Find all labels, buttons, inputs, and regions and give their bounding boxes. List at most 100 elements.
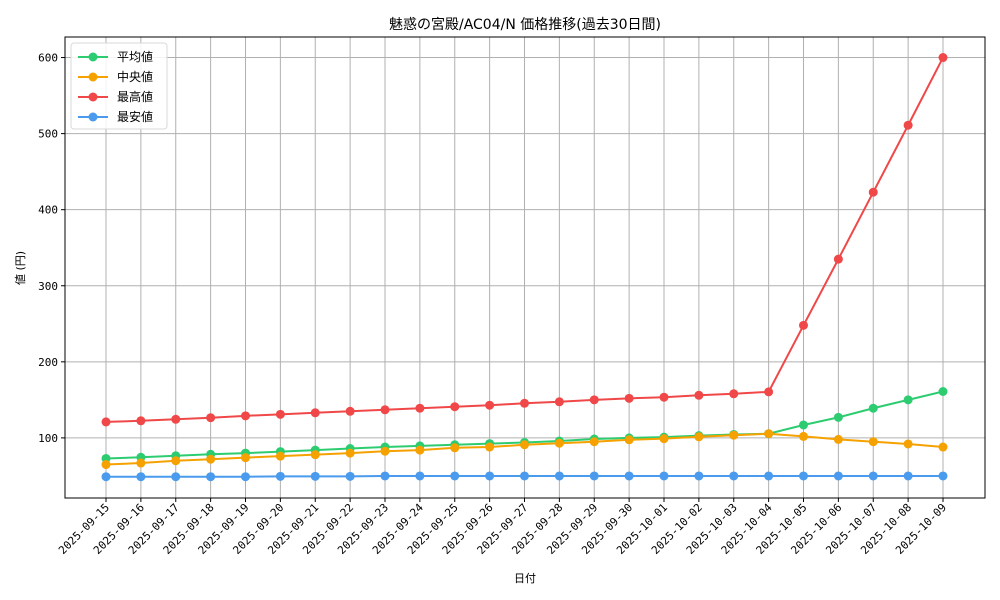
data-point-marker <box>903 471 913 481</box>
data-point-marker <box>101 417 111 427</box>
data-point-marker <box>659 471 669 481</box>
data-point-marker <box>589 437 599 447</box>
data-point-marker <box>450 402 460 412</box>
legend-label: 最高値 <box>117 89 153 104</box>
data-point-marker <box>554 438 564 448</box>
data-point-marker <box>275 409 285 419</box>
data-point-marker <box>659 434 669 444</box>
data-point-marker <box>868 471 878 481</box>
legend-item: 中央値 <box>78 69 153 84</box>
legend-marker-icon <box>88 112 98 122</box>
legend-marker-icon <box>88 72 98 82</box>
data-point-marker <box>589 471 599 481</box>
legend-box <box>70 42 168 130</box>
data-point-marker <box>764 471 774 481</box>
data-point-marker <box>345 448 355 458</box>
data-point-marker <box>520 471 529 481</box>
series-line <box>101 53 948 427</box>
x-axis-label: 日付 <box>514 572 536 585</box>
data-point-marker <box>380 446 390 456</box>
data-point-marker <box>833 412 843 422</box>
data-point-marker <box>694 390 704 400</box>
data-point-marker <box>938 386 948 396</box>
data-point-marker <box>310 471 320 481</box>
data-point-marker <box>415 471 425 481</box>
data-point-marker <box>275 451 285 461</box>
data-point-marker <box>485 442 495 452</box>
data-point-marker <box>764 387 774 397</box>
legend-label: 平均値 <box>117 49 153 64</box>
data-point-marker <box>171 414 181 424</box>
data-point-marker <box>938 53 948 63</box>
data-point-marker <box>206 472 216 482</box>
data-point-marker <box>694 471 704 481</box>
data-point-marker <box>554 471 564 481</box>
data-point-marker <box>903 439 913 449</box>
legend-label: 最安値 <box>117 109 153 124</box>
y-axis-label: 値 (円) <box>14 251 27 285</box>
data-point-marker <box>868 187 878 197</box>
data-point-marker <box>729 389 739 399</box>
data-point-marker <box>101 472 111 482</box>
data-point-marker <box>345 406 355 416</box>
data-point-marker <box>275 471 285 481</box>
data-point-marker <box>415 403 425 413</box>
legend-marker-icon <box>88 92 98 102</box>
data-point-marker <box>799 471 808 481</box>
data-point-marker <box>485 471 495 481</box>
data-point-marker <box>903 395 913 405</box>
data-point-marker <box>241 411 250 421</box>
data-point-marker <box>868 437 878 447</box>
data-point-marker <box>520 398 529 408</box>
data-point-marker <box>450 443 460 453</box>
data-point-marker <box>833 434 843 444</box>
data-point-marker <box>659 392 669 402</box>
data-point-marker <box>694 432 704 442</box>
data-point-marker <box>833 471 843 481</box>
data-point-marker <box>136 458 146 468</box>
data-point-marker <box>206 413 216 423</box>
data-point-marker <box>450 471 460 481</box>
data-point-marker <box>729 471 739 481</box>
data-point-marker <box>485 400 495 410</box>
y-tick-label: 200 <box>38 356 58 369</box>
legend-item: 最安値 <box>78 109 153 124</box>
y-tick-label: 400 <box>38 204 58 217</box>
data-point-marker <box>171 472 181 482</box>
series-line <box>101 471 948 482</box>
data-point-marker <box>241 472 250 482</box>
series-line <box>101 429 948 470</box>
data-point-marker <box>624 471 634 481</box>
y-tick-label: 500 <box>38 128 58 141</box>
data-point-marker <box>241 453 250 463</box>
data-point-marker <box>136 416 146 426</box>
data-point-marker <box>764 429 774 439</box>
data-point-marker <box>799 431 808 441</box>
data-point-marker <box>729 430 739 440</box>
legend-item: 最高値 <box>78 89 153 104</box>
data-point-marker <box>799 320 808 330</box>
data-point-marker <box>101 460 111 470</box>
chart-title: 魅惑の宮殿/AC04/N 価格推移(過去30日間) <box>389 17 661 33</box>
data-point-marker <box>380 405 390 415</box>
data-point-marker <box>310 450 320 460</box>
data-point-marker <box>380 471 390 481</box>
data-point-marker <box>903 120 913 130</box>
data-point-marker <box>833 254 843 264</box>
data-point-marker <box>938 442 948 452</box>
data-point-marker <box>624 435 634 445</box>
y-axis-ticks: 100 200 300 400 500 600 <box>38 52 65 445</box>
data-point-marker <box>206 454 216 464</box>
data-point-marker <box>799 420 808 430</box>
data-point-marker <box>310 408 320 418</box>
data-point-marker <box>868 403 878 413</box>
legend-marker-icon <box>88 52 98 62</box>
y-tick-label: 300 <box>38 280 58 293</box>
y-tick-label: 100 <box>38 432 58 445</box>
series-layer <box>101 53 948 482</box>
data-point-marker <box>345 471 355 481</box>
data-point-marker <box>136 472 146 482</box>
data-point-marker <box>415 445 425 455</box>
